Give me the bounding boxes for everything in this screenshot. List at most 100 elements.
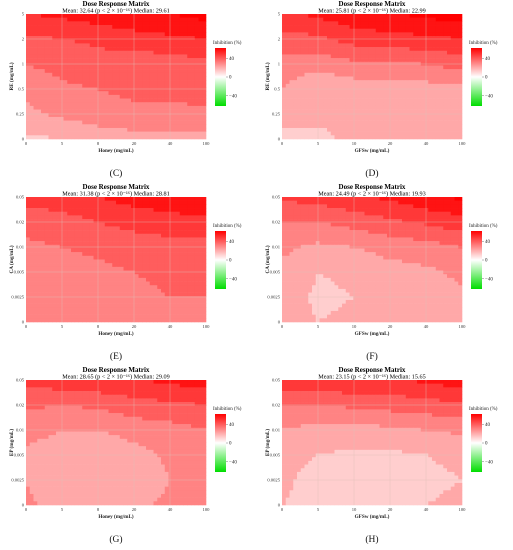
heatmap-cell (349, 69, 354, 74)
heatmap-cell (41, 65, 46, 70)
heatmap-cell (127, 211, 132, 216)
heatmap-cell (44, 25, 49, 30)
heatmap-cell (357, 65, 362, 70)
heatmap-cell (86, 281, 91, 286)
heatmap-cell (56, 21, 61, 26)
heatmap-cell (149, 285, 154, 290)
heatmap-cell (82, 277, 87, 282)
heatmap-cell (405, 36, 410, 41)
heatmap-cell (327, 124, 332, 129)
heatmap-cell (372, 36, 377, 41)
heatmap-cell (78, 237, 83, 242)
heatmap-cell (29, 266, 34, 271)
heatmap-cell (56, 127, 61, 132)
heatmap-cell (443, 87, 448, 92)
heatmap-cell (29, 43, 34, 48)
heatmap-cell (134, 252, 139, 257)
heatmap-cell (424, 17, 429, 22)
heatmap-cell (379, 76, 384, 81)
heatmap-cell (86, 127, 91, 132)
heatmap-cell (293, 61, 298, 66)
heatmap-cell (116, 281, 121, 286)
heatmap-cell (390, 25, 395, 30)
heatmap-cell (131, 25, 136, 30)
heatmap-cell (134, 131, 139, 136)
heatmap-cell (131, 233, 136, 238)
heatmap-cell (89, 83, 94, 88)
heatmap-cell (104, 274, 109, 279)
heatmap-cell (78, 14, 83, 18)
heatmap-cell (447, 28, 452, 33)
heatmap-cell (161, 296, 166, 301)
heatmap-cell (131, 285, 136, 290)
heatmap-cell (379, 72, 384, 77)
heatmap-cell (409, 39, 414, 44)
heatmap-cell (168, 285, 173, 290)
heatmap-cell (161, 39, 166, 44)
heatmap-cell (86, 303, 91, 308)
heatmap-cell (187, 105, 192, 110)
heatmap-cell (194, 25, 199, 30)
heatmap-cell (101, 36, 106, 41)
heatmap-cell (33, 72, 38, 77)
heatmap-cell (413, 32, 418, 37)
heatmap-cell (323, 72, 328, 77)
heatmap-cell (323, 131, 328, 136)
heatmap-cell (304, 65, 309, 70)
heatmap-cell (439, 36, 444, 41)
heatmap-cell (37, 303, 42, 308)
heatmap-cell (379, 47, 384, 52)
heatmap-cell (183, 208, 188, 213)
heatmap-cell (194, 288, 199, 293)
heatmap-cell (74, 25, 79, 30)
heatmap-cell (149, 72, 154, 77)
heatmap-cell (89, 21, 94, 26)
heatmap-cell (191, 135, 196, 140)
heatmap-cell (97, 252, 102, 257)
heatmap-cell (142, 277, 147, 282)
heatmap-cell (183, 263, 188, 268)
heatmap-cell (63, 116, 68, 121)
heatmap-cell (86, 208, 91, 213)
heatmap-cell (168, 65, 173, 70)
heatmap-cell (146, 314, 151, 319)
heatmap-cell (454, 72, 459, 77)
heatmap-cell (172, 200, 177, 205)
heatmap-cell (157, 47, 162, 52)
heatmap-cell (131, 259, 136, 264)
heatmap-cell (191, 83, 196, 88)
heatmap-cell (52, 314, 57, 319)
heatmap-cell (360, 135, 365, 140)
heatmap-cell (59, 281, 64, 286)
heatmap-cell (119, 303, 124, 308)
heatmap-cell (26, 230, 31, 235)
heatmap-cell (78, 72, 83, 77)
heatmap-cell (101, 241, 106, 246)
heatmap-cell (82, 248, 87, 253)
heatmap-cell (315, 54, 320, 59)
heatmap-cell (319, 116, 324, 121)
heatmap-cell (315, 91, 320, 96)
heatmap-cell (172, 80, 177, 85)
heatmap-cell (37, 94, 42, 99)
heatmap-cell (454, 25, 459, 30)
heatmap-cell (191, 292, 196, 297)
heatmap-cell (33, 36, 38, 41)
heatmap-cell (37, 105, 42, 110)
heatmap-cell (447, 127, 452, 132)
heatmap-cell (187, 135, 192, 140)
heatmap-cell (194, 204, 199, 209)
heatmap-cell (191, 131, 196, 136)
heatmap-cell (394, 116, 399, 121)
heatmap-cell (48, 197, 53, 201)
heatmap-cell (138, 263, 143, 268)
heatmap-cell (63, 248, 68, 253)
heatmap-cell (179, 102, 184, 107)
heatmap-cell (82, 208, 87, 213)
heatmap-cell (71, 91, 76, 96)
y-tick-label: 1 (278, 62, 281, 67)
heatmap-cell (289, 80, 294, 85)
heatmap-cell (364, 131, 369, 136)
heatmap-cell (164, 14, 169, 18)
heatmap-cell (202, 91, 207, 96)
